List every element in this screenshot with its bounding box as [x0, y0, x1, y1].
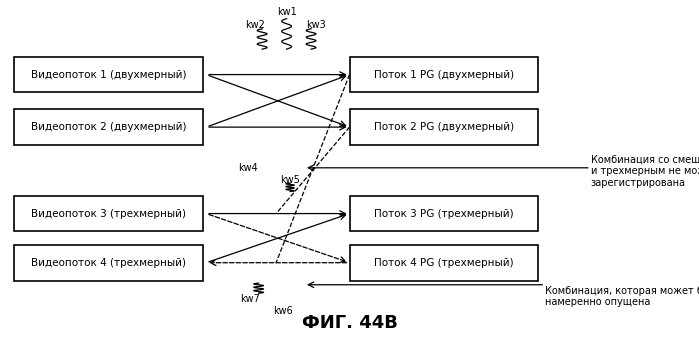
Text: kw1: kw1: [277, 7, 296, 17]
FancyBboxPatch shape: [350, 109, 538, 145]
Text: kw3: kw3: [306, 20, 326, 31]
Text: kw6: kw6: [273, 306, 293, 316]
Text: Видеопоток 3 (трехмерный): Видеопоток 3 (трехмерный): [31, 208, 186, 219]
Text: Поток 3 PG (трехмерный): Поток 3 PG (трехмерный): [374, 208, 514, 219]
Text: kw4: kw4: [238, 163, 258, 173]
Text: Видеопоток 1 (двухмерный): Видеопоток 1 (двухмерный): [31, 69, 186, 80]
Text: ФИГ. 44В: ФИГ. 44В: [301, 314, 398, 332]
Text: kw5: kw5: [280, 175, 300, 185]
Text: Поток 1 PG (двухмерный): Поток 1 PG (двухмерный): [374, 69, 514, 80]
Text: Комбинация со смешанными двухмерным
и трехмерным не может быть
зарегистрирована: Комбинация со смешанными двухмерным и тр…: [591, 155, 699, 188]
FancyBboxPatch shape: [350, 245, 538, 281]
Text: Видеопоток 4 (трехмерный): Видеопоток 4 (трехмерный): [31, 258, 186, 268]
FancyBboxPatch shape: [350, 57, 538, 92]
Text: Поток 2 PG (двухмерный): Поток 2 PG (двухмерный): [374, 122, 514, 132]
Text: kw7: kw7: [240, 294, 260, 304]
FancyBboxPatch shape: [14, 109, 203, 145]
FancyBboxPatch shape: [14, 57, 203, 92]
FancyBboxPatch shape: [14, 245, 203, 281]
Text: Поток 4 PG (трехмерный): Поток 4 PG (трехмерный): [374, 258, 514, 268]
Text: kw2: kw2: [245, 20, 265, 31]
FancyBboxPatch shape: [14, 196, 203, 231]
Text: Комбинация, которая может быть
намеренно опущена: Комбинация, которая может быть намеренно…: [545, 286, 699, 307]
FancyBboxPatch shape: [350, 196, 538, 231]
Text: Видеопоток 2 (двухмерный): Видеопоток 2 (двухмерный): [31, 122, 186, 132]
